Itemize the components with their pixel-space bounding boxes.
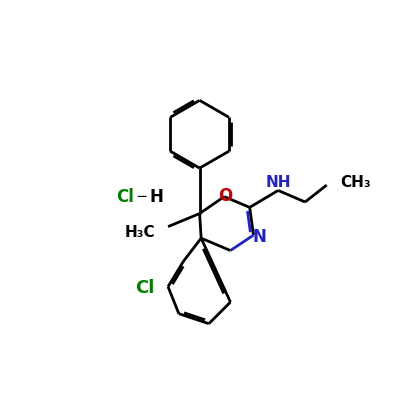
Text: ─: ─ [137,190,146,204]
Text: Cl: Cl [116,188,134,206]
Text: H₃C: H₃C [125,225,156,240]
Text: CH₃: CH₃ [340,175,371,190]
Text: O: O [218,187,232,205]
Text: Cl: Cl [135,279,154,297]
Text: N: N [253,228,267,246]
Text: NH: NH [266,175,291,190]
Text: H: H [150,188,164,206]
